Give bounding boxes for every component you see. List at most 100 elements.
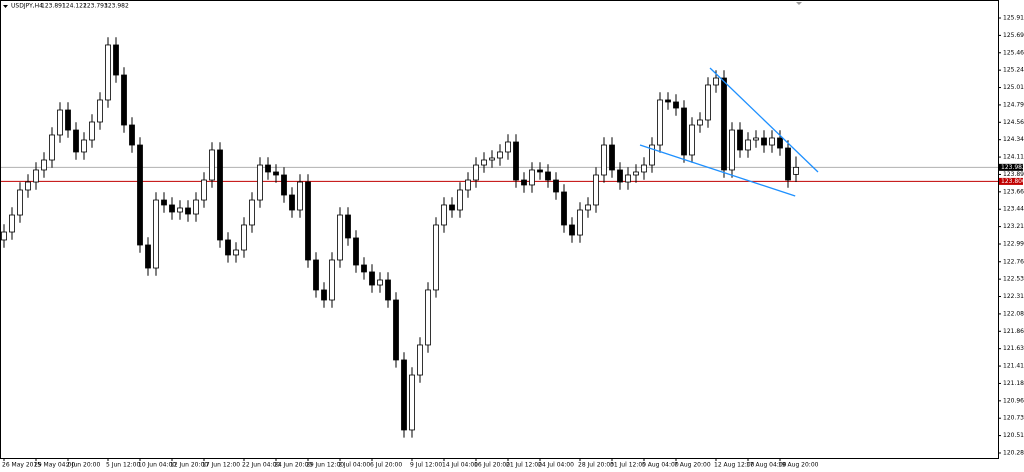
x-tick-label: 29 Jun 12:00 <box>306 462 344 469</box>
candle-body <box>177 207 183 213</box>
y-tick-label: 123.890 <box>1003 171 1024 178</box>
x-tick-label: 5 Aug 04:00 <box>642 462 679 469</box>
candle-body <box>249 199 255 226</box>
candle-body <box>321 289 327 301</box>
candle-body <box>481 159 487 166</box>
candle-body <box>665 99 671 103</box>
x-tick-label: 12 Jun 20:00 <box>170 462 208 469</box>
x-tick-label: 21 Jul 12:00 <box>506 462 542 469</box>
candle-body <box>625 174 631 183</box>
y-tick-label: 125.240 <box>1003 67 1024 74</box>
candle-body <box>377 279 383 286</box>
candle-body <box>609 144 615 171</box>
shift-marker <box>796 2 802 5</box>
candle-body <box>345 214 351 239</box>
x-tick-label: 17 Aug 04:00 <box>746 462 787 469</box>
candle-body <box>257 164 263 201</box>
candle-body <box>97 99 103 123</box>
x-tick-label: 2 Jun 20:00 <box>66 462 100 469</box>
y-tick-label: 120.285 <box>1003 449 1024 456</box>
candle-body <box>761 137 767 146</box>
candle-body <box>305 181 311 261</box>
candle-body <box>433 224 439 291</box>
candle-body <box>473 164 479 181</box>
candle-body <box>641 164 647 173</box>
candle-body <box>777 137 783 149</box>
candle-body <box>521 179 527 186</box>
y-tick-label: 125.915 <box>1003 15 1024 22</box>
candle-body <box>281 174 287 196</box>
y-tick-label: 120.735 <box>1003 415 1024 422</box>
y-tick-label: 125.015 <box>1003 84 1024 91</box>
y-tick-label: 122.085 <box>1003 310 1024 317</box>
y-tick-label: 121.410 <box>1003 363 1024 370</box>
header-low: 123.793 <box>83 3 108 10</box>
candle-body <box>697 119 703 126</box>
candle-body <box>633 171 639 176</box>
candle-body <box>553 179 559 193</box>
candle-body <box>217 149 223 241</box>
candle-body <box>121 74 127 126</box>
candle-body <box>673 101 679 109</box>
y-tick-label: 122.310 <box>1003 293 1024 300</box>
x-tick-label: 29 May 04:00 <box>34 462 75 469</box>
y-tick-label: 124.340 <box>1003 136 1024 143</box>
candle-body <box>729 129 735 171</box>
y-tick-label: 122.535 <box>1003 276 1024 283</box>
x-tick-label: 14 Jul 04:00 <box>442 462 478 469</box>
candle-body <box>441 204 447 226</box>
candle-body <box>33 169 39 183</box>
y-tick-label: 124.115 <box>1003 154 1024 161</box>
header-close: 123.982 <box>104 3 129 10</box>
candle-body <box>89 121 95 141</box>
candle-body <box>201 179 207 201</box>
x-tick-label: 16 Jul 20:00 <box>474 462 510 469</box>
level-box <box>999 177 1023 185</box>
symbol-label: USDJPY,H4 <box>11 3 43 10</box>
candle-body <box>49 134 55 161</box>
candle-body <box>289 194 295 211</box>
candle-body <box>657 99 663 146</box>
candle-body <box>73 129 79 153</box>
header-open: 123.891 <box>41 3 66 10</box>
y-tick-label: 125.465 <box>1003 49 1024 56</box>
y-tick-label: 121.860 <box>1003 328 1024 335</box>
x-tick-label: 10 Jun 04:00 <box>138 462 176 469</box>
candle-body <box>681 107 687 156</box>
x-tick-label: 31 Jul 12:00 <box>610 462 646 469</box>
level-label: 123.800 <box>1001 178 1024 185</box>
candle-body <box>193 199 199 215</box>
candle-body <box>457 189 463 211</box>
x-tick-label: 19 Aug 20:00 <box>778 462 819 469</box>
x-tick-label: 22 Jun 04:00 <box>242 462 280 469</box>
x-tick-label: 17 Jun 12:00 <box>202 462 240 469</box>
candle-body <box>65 109 71 131</box>
candle-body <box>513 141 519 181</box>
x-tick-label: 5 Jun 12:00 <box>106 462 140 469</box>
candle-body <box>241 224 247 251</box>
candle-body <box>273 171 279 176</box>
y-tick-label: 122.990 <box>1003 240 1024 247</box>
candle-body <box>593 174 599 206</box>
candle-body <box>1 231 7 241</box>
candle-body <box>529 169 535 186</box>
candle-body <box>753 137 759 141</box>
x-tick-label: 2 Jul 04:00 <box>338 462 370 469</box>
candle-body <box>57 109 63 136</box>
candle-body <box>169 204 175 213</box>
candle-body <box>313 259 319 291</box>
x-tick-label: 26 May 2015 <box>2 462 41 469</box>
candle-body <box>745 139 751 151</box>
candle-body <box>705 84 711 121</box>
y-tick-label: 122.760 <box>1003 258 1024 265</box>
candle-body <box>361 264 367 273</box>
candle-body <box>409 374 415 431</box>
candle-body <box>265 164 271 173</box>
candle-body <box>417 344 423 376</box>
candle-body <box>425 289 431 346</box>
x-tick-label: 24 Jun 20:00 <box>274 462 312 469</box>
y-tick-label: 123.440 <box>1003 206 1024 213</box>
candle-body <box>713 77 719 86</box>
x-tick-label: 7 Aug 20:00 <box>674 462 711 469</box>
